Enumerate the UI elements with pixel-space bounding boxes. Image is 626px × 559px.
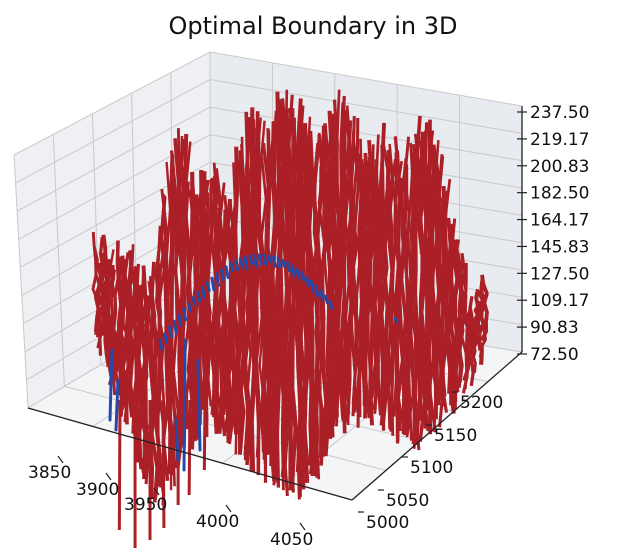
z-tick-label: 200.83: [530, 157, 589, 177]
boundary-point: [236, 261, 238, 270]
z-tick-label: 127.50: [530, 264, 589, 284]
boundary-point: [160, 340, 162, 349]
boundary-point: [212, 278, 214, 290]
x-tick-label: 4050: [270, 530, 313, 550]
surface-spike: [204, 400, 205, 470]
boundary-point: [193, 298, 195, 305]
boundary-point: [188, 303, 190, 310]
boundary-point: [207, 283, 209, 291]
boundary-point: [316, 286, 318, 296]
boundary-point: [165, 334, 167, 343]
z-tick-label: 90.83: [530, 318, 579, 338]
y-tick-label: 5050: [386, 491, 429, 511]
boundary-point: [245, 257, 247, 269]
x-tick-label: 3950: [124, 495, 167, 515]
boundary-point: [203, 287, 205, 297]
boundary-point: [116, 380, 118, 430]
z-tick-label: 237.50: [530, 103, 589, 123]
boundary-point: [302, 273, 304, 280]
boundary-point: [325, 296, 327, 303]
boundary-point: [217, 274, 219, 286]
chart-title: Optimal Boundary in 3D: [0, 12, 626, 40]
z-tick-label: 109.17: [530, 291, 589, 311]
z-tick-label: 72.50: [530, 345, 579, 365]
boundary-point: [306, 277, 308, 286]
boundary-point: [198, 293, 200, 302]
boundary-point: [330, 301, 332, 308]
boundary-point: [198, 360, 200, 450]
boundary-point: [110, 350, 112, 420]
x-tick: [106, 473, 111, 480]
boundary-point: [292, 266, 294, 276]
boundary-point: [184, 340, 185, 470]
x-tick: [226, 505, 231, 512]
y-tick-label: 5000: [366, 513, 409, 533]
boundary-point: [240, 259, 242, 267]
boundary-point: [311, 281, 313, 291]
x-tick-label: 3900: [76, 480, 119, 500]
x-tick: [58, 456, 63, 463]
boundary-point: [184, 309, 186, 320]
boundary-point: [254, 255, 256, 266]
boundary-point: [250, 256, 252, 264]
y-tick-label: 5150: [434, 426, 477, 446]
boundary-point: [169, 327, 171, 336]
surface-spike: [119, 400, 120, 530]
z-axis-ticks: 72.50 90.83 109.17 127.50 145.83 164.17 182.50…: [517, 103, 589, 365]
boundary-point: [221, 270, 223, 279]
x-tick-label: 4000: [196, 512, 239, 532]
boundary-point: [278, 258, 280, 267]
boundary-point: [176, 420, 178, 460]
surface-spike: [189, 400, 190, 495]
z-tick-label: 219.17: [530, 130, 589, 150]
x-tick-label: 3850: [28, 463, 71, 483]
z-tick-label: 182.50: [530, 184, 589, 204]
y-tick-label: 5200: [460, 393, 503, 413]
boundary-point: [226, 267, 228, 278]
boundary-point: [259, 255, 261, 264]
boundary-point: [288, 263, 290, 271]
boundary-point: [283, 260, 285, 267]
boundary-point: [297, 269, 299, 278]
boundary-point: [174, 321, 176, 333]
boundary-point: [179, 315, 181, 325]
boundary-point: [273, 257, 275, 266]
y-tick-label: 5100: [410, 458, 453, 478]
boundary-point: [269, 256, 271, 262]
boundary-point: [395, 318, 397, 322]
boundary-point: [321, 291, 323, 300]
z-tick-label: 164.17: [530, 211, 589, 231]
boundary-point: [231, 264, 233, 271]
z-tick-label: 145.83: [530, 237, 589, 257]
x-tick: [300, 523, 305, 530]
boundary-point: [264, 255, 266, 264]
